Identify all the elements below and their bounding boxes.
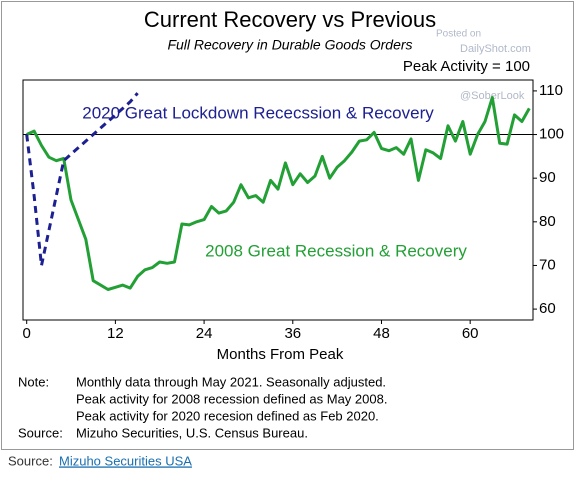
x-axis-label: Months From Peak bbox=[217, 346, 344, 363]
x-tick-label: 0 bbox=[23, 325, 31, 342]
series-line bbox=[26, 96, 531, 291]
x-tick-label: 12 bbox=[107, 325, 124, 342]
x-tick-label: 48 bbox=[373, 325, 390, 342]
note-text: Peak activity for 2008 recession defined… bbox=[76, 391, 387, 406]
watermark: Posted on bbox=[436, 29, 481, 40]
y-tick-label: 60 bbox=[539, 300, 556, 317]
annotation-2008: 2008 Great Recession & Recovery bbox=[205, 241, 467, 260]
x-tick-label: 60 bbox=[462, 325, 479, 342]
watermark: DailyShot.com bbox=[460, 43, 531, 55]
note-text: Peak activity for 2020 recesion defined … bbox=[76, 408, 379, 423]
footer-label: Source: bbox=[8, 453, 53, 468]
source-link[interactable]: Mizuho Securities USA bbox=[59, 453, 192, 468]
watermark: @SoberLook bbox=[460, 90, 525, 102]
notes: Note: Monthly data through May 2021. Seas… bbox=[18, 374, 387, 440]
note-label: Source: bbox=[18, 425, 63, 440]
annotation-2020: 2020 Great Lockdown Rececssion & Recover… bbox=[82, 103, 434, 122]
y-tick-label: 90 bbox=[539, 169, 556, 186]
peak-note: Peak Activity = 100 bbox=[403, 58, 530, 75]
y-tick-label: 100 bbox=[539, 126, 564, 143]
plot-frame bbox=[22, 79, 534, 321]
chart-title: Current Recovery vs Previous bbox=[144, 7, 436, 32]
chart-subtitle: Full Recovery in Durable Goods Orders bbox=[167, 37, 412, 53]
y-tick-label: 80 bbox=[539, 213, 556, 230]
y-tick-label: 110 bbox=[539, 82, 563, 99]
series-line bbox=[25, 92, 139, 267]
y-tick-label: 70 bbox=[539, 256, 556, 273]
note-label: Note: bbox=[18, 374, 49, 389]
x-tick-label: 36 bbox=[284, 325, 301, 342]
note-text: Mizuho Securities, U.S. Census Bureau. bbox=[76, 425, 308, 440]
note-text: Monthly data through May 2021. Seasonall… bbox=[76, 374, 386, 389]
x-tick-label: 24 bbox=[196, 325, 213, 342]
chart-frame bbox=[1, 1, 574, 450]
